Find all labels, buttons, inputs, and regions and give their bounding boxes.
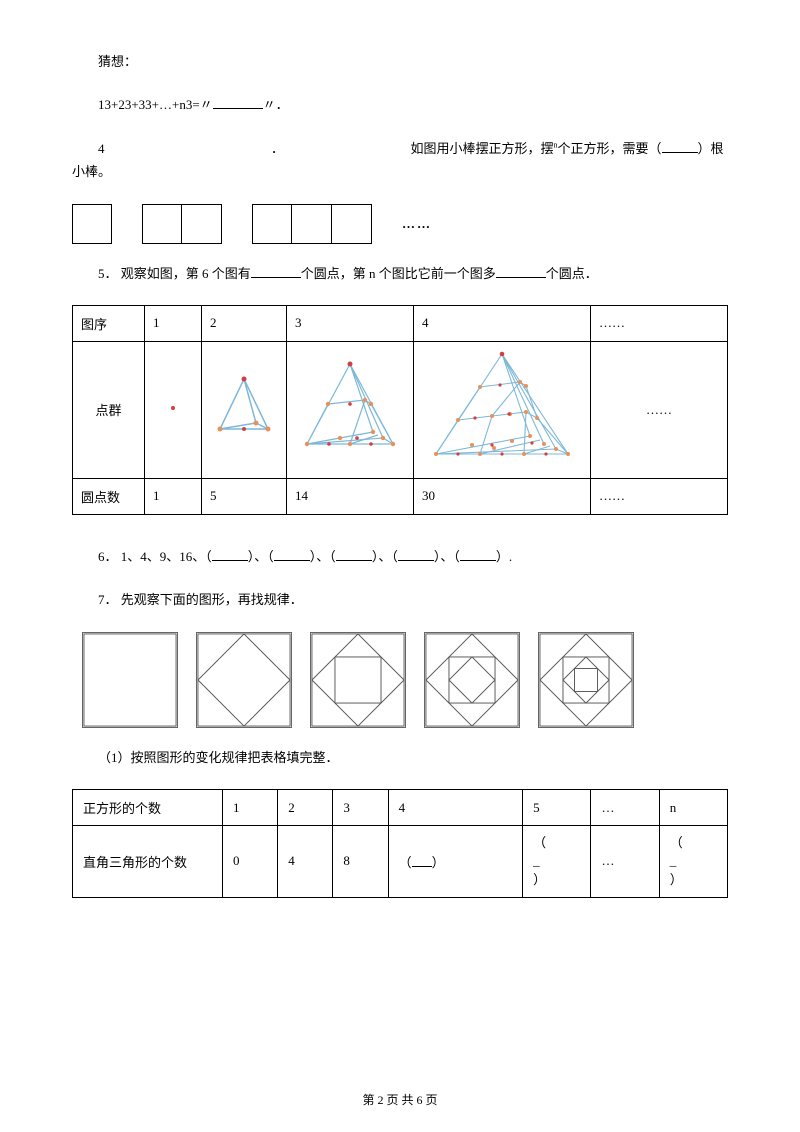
q6-b1[interactable] <box>212 548 248 561</box>
q4-ellipsis: …… <box>402 216 432 232</box>
q7-fig2 <box>196 632 292 728</box>
q7-text-a: 先观察下面的图形，再找规律． <box>121 592 303 607</box>
q7-fig1 <box>82 632 178 728</box>
q6-num: 6． <box>98 549 118 564</box>
q5-c2: 5 <box>202 478 287 514</box>
q5-text: 5． 观察如图，第 6 个图有 个圆点，第 n 个图比它前一个图多 个圆点． <box>72 262 728 285</box>
q6-s1: ）、（ <box>248 549 274 564</box>
q7-r2-ellipsis: … <box>591 826 659 898</box>
q7-table: 正方形的个数 1 2 3 4 5 … n 直角三角形的个数 0 4 8 （） （… <box>72 789 728 898</box>
page-footer: 第 2 页 共 6 页 <box>0 1091 800 1108</box>
q7-row2: 直角三角形的个数 0 4 8 （） （_） … （_） <box>73 826 728 898</box>
q7-r2-2: 8 <box>333 826 388 898</box>
q4-text-a: 如图用小棒摆正方形，摆 <box>411 141 554 156</box>
q5-text-b: 个圆点，第 n 个图比它前一个图多 <box>301 266 496 281</box>
q5-img-ellipsis: …… <box>591 341 728 478</box>
q5-pyr2 <box>202 341 287 478</box>
q4-fig3 <box>252 204 372 244</box>
q4-num: 4 <box>98 141 105 156</box>
guess-expr: 13+23+33+…+n3=〃 〃． <box>72 93 728 116</box>
q5-img-label: 点群 <box>73 341 145 478</box>
q5-row-img: 点群 <box>73 341 728 478</box>
q7-num: 7． <box>98 592 118 607</box>
q5-pyr1 <box>145 341 202 478</box>
q5-pyr4 <box>414 341 591 478</box>
q6-b5[interactable] <box>460 548 496 561</box>
q5-text-a: 观察如图，第 6 个图有 <box>121 266 251 281</box>
q7-r1-7: n <box>659 790 727 826</box>
q4-fig2 <box>142 204 222 244</box>
q7-fig5 <box>538 632 634 728</box>
q5-blank1[interactable] <box>251 265 301 278</box>
guess-expr-b: 〃． <box>263 97 289 112</box>
q7-r1-1: 1 <box>223 790 278 826</box>
q6-b4[interactable] <box>398 548 434 561</box>
q5-c0: 圆点数 <box>73 478 145 514</box>
q6-s2: ）、（ <box>310 549 336 564</box>
q7-r1-4: 4 <box>388 790 523 826</box>
guess-blank[interactable] <box>213 96 263 109</box>
q5-table: 图序 1 2 3 4 …… 点群 <box>72 305 728 515</box>
q7-r2-label: 直角三角形的个数 <box>73 826 223 898</box>
q7-fig3 <box>310 632 406 728</box>
q6-s3: ）、（ <box>372 549 398 564</box>
q6-s4: ）、（ <box>434 549 460 564</box>
q4-text: 4 ． 如图用小棒摆正方形，摆n个正方形，需要（）根小棒。 <box>72 137 728 184</box>
q5-c1: 1 <box>145 478 202 514</box>
q5-h2: 2 <box>202 305 287 341</box>
q5-h4: 4 <box>414 305 591 341</box>
q5-h1: 1 <box>145 305 202 341</box>
q4-text-b: 个正方形，需要（ <box>558 141 662 156</box>
q7-r1-0: 正方形的个数 <box>73 790 223 826</box>
q7-r2-blank1[interactable]: （） <box>388 826 523 898</box>
q4-figures: …… <box>72 204 728 244</box>
q6-text: 6． 1、4、9、16、（ ）、（ ）、（ ）、（ ）、（ ）. <box>72 545 728 568</box>
q7-row1: 正方形的个数 1 2 3 4 5 … n <box>73 790 728 826</box>
q6-seq: 1、4、9、16、（ <box>121 549 212 564</box>
q7-r1-2: 2 <box>278 790 333 826</box>
q7-r2-0: 0 <box>223 826 278 898</box>
q7-figures <box>82 632 728 728</box>
q7-r2-1: 4 <box>278 826 333 898</box>
q6-b3[interactable] <box>336 548 372 561</box>
q5-text-c: 个圆点． <box>546 266 598 281</box>
q5-h5: …… <box>591 305 728 341</box>
q7-sub1: （1）按照图形的变化规律把表格填完整． <box>72 746 728 769</box>
q7-r2-blank3[interactable]: （_） <box>659 826 727 898</box>
q4-fig1 <box>72 204 112 244</box>
q4-dot: ． <box>271 141 284 156</box>
q5-num: 5． <box>98 266 118 281</box>
q6-end: ）. <box>496 549 512 564</box>
q7-r1-6: … <box>591 790 659 826</box>
q5-h0: 图序 <box>73 305 145 341</box>
q7-r1-3: 3 <box>333 790 388 826</box>
q5-c5: …… <box>591 478 728 514</box>
q7-fig4 <box>424 632 520 728</box>
q7-text: 7． 先观察下面的图形，再找规律． <box>72 588 728 611</box>
q5-row-header: 图序 1 2 3 4 …… <box>73 305 728 341</box>
q5-row-count: 圆点数 1 5 14 30 …… <box>73 478 728 514</box>
q5-c3: 14 <box>287 478 414 514</box>
q7-r1-5: 5 <box>523 790 591 826</box>
q4-blank[interactable] <box>662 140 698 153</box>
guess-label: 猜想： <box>72 50 728 73</box>
q5-pyr3 <box>287 341 414 478</box>
q5-blank2[interactable] <box>496 265 546 278</box>
q6-b2[interactable] <box>274 548 310 561</box>
q7-r2-blank2[interactable]: （_） <box>523 826 591 898</box>
q5-c4: 30 <box>414 478 591 514</box>
q5-h3: 3 <box>287 305 414 341</box>
guess-expr-a: 13+23+33+…+n3=〃 <box>98 97 213 112</box>
